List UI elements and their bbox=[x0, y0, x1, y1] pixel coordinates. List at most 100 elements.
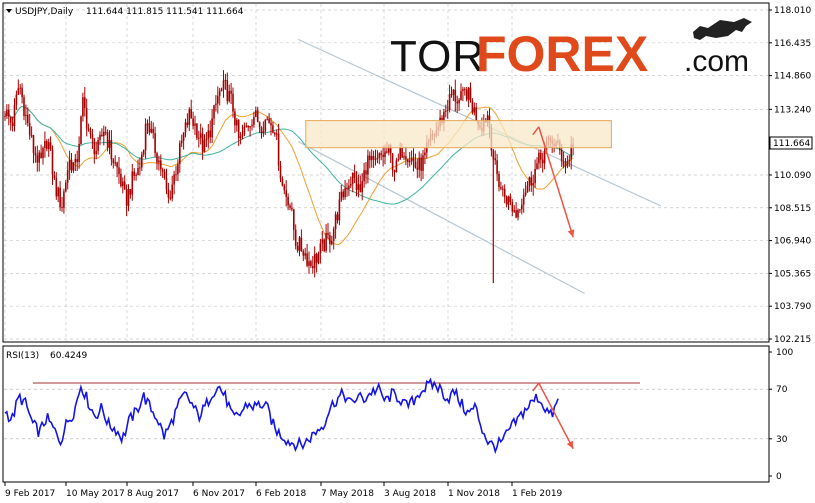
candle-body bbox=[207, 130, 210, 139]
candle-body bbox=[517, 209, 519, 218]
candle-body bbox=[144, 123, 147, 151]
candle-body bbox=[30, 135, 33, 137]
candle-body bbox=[63, 191, 65, 208]
candle-body bbox=[180, 140, 183, 144]
candle-body bbox=[49, 142, 52, 150]
y-tick-label: 110.090 bbox=[774, 171, 811, 181]
candle-body bbox=[522, 194, 525, 205]
candle-body bbox=[241, 134, 244, 137]
ma-fast-line bbox=[4, 105, 574, 246]
candle-body bbox=[315, 254, 318, 263]
candle-body bbox=[367, 155, 369, 175]
y-tick-label: 106.940 bbox=[774, 237, 811, 247]
candle-body bbox=[249, 126, 251, 128]
candle-body bbox=[541, 159, 544, 164]
candle-body bbox=[511, 202, 514, 212]
candle-body bbox=[302, 251, 305, 256]
candle-body bbox=[492, 150, 495, 159]
candle-body bbox=[188, 109, 191, 125]
candle-body bbox=[505, 196, 508, 205]
candle-body bbox=[133, 171, 135, 176]
candle-body bbox=[382, 154, 384, 157]
candle-body bbox=[266, 118, 268, 120]
candle-body bbox=[473, 107, 476, 113]
y-tick-label: 116.435 bbox=[774, 39, 811, 49]
candle-body bbox=[562, 161, 565, 166]
candle-body bbox=[403, 156, 405, 158]
candle-body bbox=[344, 188, 346, 198]
candle-body bbox=[317, 253, 320, 263]
candle-body bbox=[104, 131, 107, 133]
candle-body bbox=[304, 253, 306, 256]
candle-body bbox=[127, 189, 130, 206]
rsi-path bbox=[4, 377, 559, 455]
candle-body bbox=[293, 209, 295, 230]
candle-body bbox=[123, 181, 126, 190]
y-tick-label: 103.790 bbox=[774, 302, 811, 312]
candle-body bbox=[161, 169, 164, 172]
candle-body bbox=[515, 210, 517, 218]
forecast-arrow-rsi bbox=[532, 382, 574, 450]
candle-body bbox=[97, 139, 99, 152]
candle-body bbox=[412, 158, 415, 162]
candle-body bbox=[416, 167, 419, 170]
candle-body bbox=[536, 163, 538, 169]
symbol-timeframe: USDJPY,Daily bbox=[15, 7, 74, 17]
candle-body bbox=[530, 177, 533, 186]
candle-body bbox=[298, 237, 301, 251]
candle-body bbox=[203, 139, 206, 152]
candle-body bbox=[122, 181, 124, 187]
rsi-tick-label: 30 bbox=[776, 435, 788, 445]
candle-body bbox=[279, 165, 282, 179]
candle-body bbox=[540, 152, 542, 160]
candle-body bbox=[350, 184, 352, 186]
candle-body bbox=[443, 111, 445, 124]
y-tick-label: 105.365 bbox=[774, 269, 811, 279]
candle-body bbox=[184, 122, 187, 133]
candle-body bbox=[331, 240, 333, 245]
candle-body bbox=[17, 88, 20, 95]
x-tick-label: 1 Feb 2019 bbox=[512, 489, 563, 499]
candle-body bbox=[405, 156, 407, 160]
candle-body bbox=[84, 97, 86, 109]
candle-body bbox=[146, 123, 149, 125]
candle-body bbox=[120, 173, 122, 187]
candle-body bbox=[19, 87, 21, 89]
candle-body bbox=[217, 95, 219, 104]
candle-body bbox=[340, 191, 343, 200]
candle-body bbox=[378, 153, 381, 158]
rsi-line bbox=[4, 377, 559, 455]
candle-body bbox=[469, 87, 472, 101]
candle-body bbox=[220, 89, 223, 92]
candle-body bbox=[534, 168, 536, 184]
candle-body bbox=[118, 167, 120, 174]
candle-body bbox=[179, 143, 181, 164]
rsi-panel-frame bbox=[2, 345, 770, 483]
candle-body bbox=[15, 94, 18, 105]
candle-body bbox=[465, 89, 468, 100]
candle-body bbox=[112, 159, 115, 164]
candle-body bbox=[509, 196, 512, 203]
candle-body bbox=[36, 155, 39, 163]
x-tick-label: 8 Aug 2017 bbox=[127, 489, 179, 499]
x-tick-label: 7 May 2018 bbox=[321, 489, 374, 499]
candle-body bbox=[154, 133, 156, 154]
candle-body bbox=[255, 110, 257, 118]
symbol-header: USDJPY,Daily 111.644 111.815 111.541 111… bbox=[6, 7, 244, 17]
candle-body bbox=[108, 140, 111, 148]
candle-body bbox=[32, 135, 35, 153]
candle-body bbox=[171, 184, 173, 199]
y-tick-label: 118.010 bbox=[774, 6, 811, 16]
candle-body bbox=[475, 107, 477, 121]
candle-body bbox=[418, 157, 420, 170]
candle-body bbox=[215, 103, 217, 106]
y-tick-label: 114.860 bbox=[774, 72, 811, 82]
candle-body bbox=[464, 89, 466, 91]
candle-body bbox=[306, 253, 308, 266]
candle-body bbox=[6, 109, 8, 117]
last-price-label: 111.664 bbox=[773, 139, 810, 149]
candle-body bbox=[289, 205, 291, 208]
candle-body bbox=[348, 185, 350, 190]
candle-body bbox=[294, 229, 297, 246]
candle-body bbox=[243, 126, 246, 135]
